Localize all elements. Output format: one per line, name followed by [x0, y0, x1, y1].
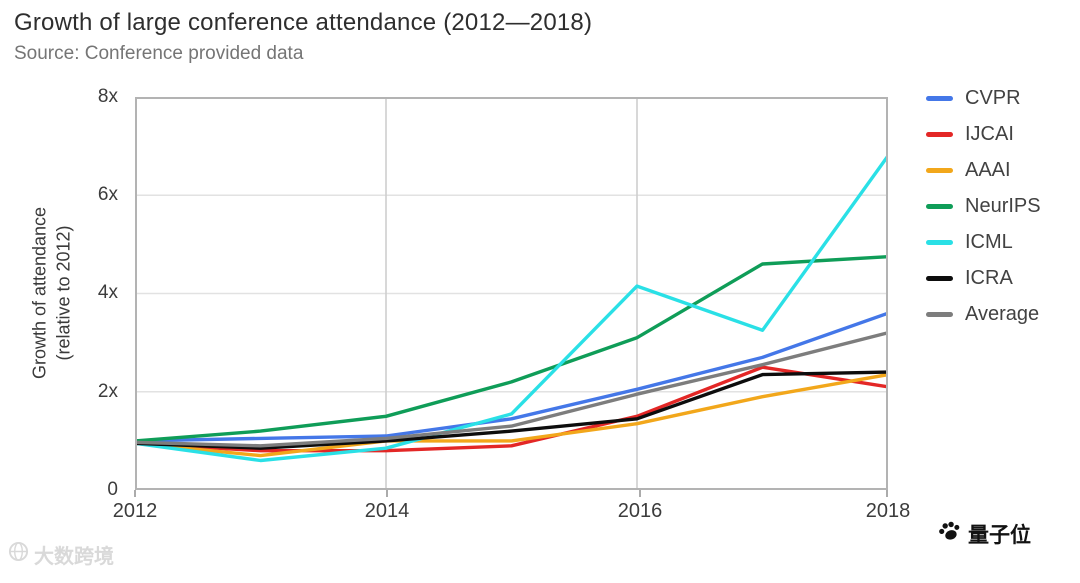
globe-icon [8, 541, 29, 568]
legend-label: NeurIPS [965, 194, 1041, 217]
legend-swatch-icra [926, 275, 953, 281]
legend-item-average: Average [926, 296, 1041, 332]
y-tick-label: 0 [107, 479, 118, 500]
y-axis-title-line1: Growth of attendance [29, 206, 50, 380]
series-line-cvpr [135, 311, 888, 443]
page-title: Growth of large conference attendance (2… [14, 9, 593, 36]
legend-swatch-cvpr [926, 95, 953, 101]
legend-item-ijcai: IJCAI [926, 116, 1041, 152]
plot-area [135, 97, 888, 490]
legend-swatch-ijcai [926, 131, 953, 137]
legend-label: Average [965, 302, 1040, 325]
legend-item-neurips: NeurIPS [926, 188, 1041, 224]
legend-swatch-aaai [926, 167, 953, 173]
legend-label: CVPR [965, 86, 1021, 109]
watermark-bottom-left: 大数跨境 [8, 540, 114, 569]
y-tick-label: 8x [97, 86, 118, 107]
series-line-aaai [135, 372, 888, 458]
series-line-average [135, 331, 888, 448]
x-tick-mark [386, 490, 388, 497]
x-tick-mark [134, 490, 136, 497]
legend-label: IJCAI [965, 122, 1014, 145]
legend-item-icra: ICRA [926, 260, 1041, 296]
legend-item-cvpr: CVPR [926, 80, 1041, 116]
legend-item-icml: ICML [926, 224, 1041, 260]
legend-label: ICML [965, 230, 1013, 253]
x-tick-label: 2014 [364, 500, 410, 522]
series-line-neurips [135, 254, 888, 443]
legend-swatch-average [926, 311, 953, 317]
paw-icon [934, 515, 967, 552]
x-tick-mark [639, 490, 641, 497]
x-tick-label: 2016 [617, 500, 663, 522]
legend-swatch-neurips [926, 203, 953, 209]
y-tick-label: 6x [97, 184, 118, 205]
watermark-bottom-right: 量子位 [938, 518, 1031, 549]
watermark-text: 大数跨境 [34, 546, 114, 568]
line-chart [135, 97, 888, 490]
series-line-icra [135, 370, 888, 450]
plot-border [135, 97, 888, 490]
series-line-icml [135, 154, 888, 463]
y-tick-label: 2x [97, 381, 118, 402]
legend: CVPR IJCAI AAAI NeurIPS ICML ICRA Averag… [926, 80, 1041, 332]
legend-swatch-icml [926, 239, 953, 245]
series-line-ijcai [135, 365, 888, 453]
watermark-text: 量子位 [968, 523, 1031, 547]
chart-subtitle: Source: Conference provided data [14, 43, 304, 64]
legend-label: AAAI [965, 158, 1011, 181]
y-tick-label: 4x [97, 282, 118, 303]
legend-label: ICRA [965, 266, 1013, 289]
x-tick-mark [886, 490, 888, 497]
x-tick-label: 2018 [865, 500, 911, 522]
legend-item-aaai: AAAI [926, 152, 1041, 188]
x-tick-label: 2012 [112, 500, 158, 522]
